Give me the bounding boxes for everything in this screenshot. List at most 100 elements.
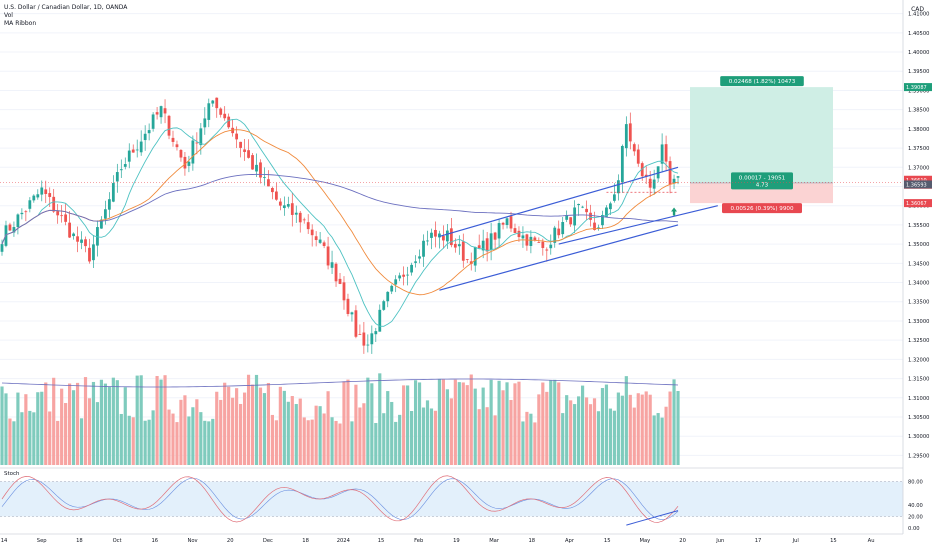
price-tick-label: 1.34000 [908,281,929,287]
volume-bar [95,402,100,465]
volume-bar [111,377,115,465]
candle-body [338,278,342,284]
candle-body [541,241,545,248]
volume-bar [227,386,231,465]
volume-indicator-label[interactable]: Vol [4,12,13,19]
candle-body [386,291,390,302]
volume-bar [334,420,338,465]
stoch-tick-label: 40.00 [908,503,923,509]
volume-bar [71,390,76,465]
price-tick-label: 1.31500 [908,377,929,383]
candle-body [589,212,592,220]
candle-body [434,229,437,237]
volume-bar [429,408,434,465]
candle-body [453,243,457,248]
candle-body [0,244,4,252]
candle-body [549,244,553,249]
candle-body [334,263,338,282]
volume-bar [215,391,219,465]
candle-body [274,191,278,200]
volume-bar [262,393,267,465]
volume-bar [358,407,362,465]
volume-bar [167,409,171,465]
volume-bar [16,392,20,465]
volume-bar [477,409,481,465]
candle-body [445,230,449,242]
candle-body [473,246,477,266]
volume-bar [521,421,525,465]
candle-body [640,163,644,177]
candle-body [223,113,227,119]
volume-bar [342,381,346,465]
candle-body [259,162,262,178]
volume-bar [79,418,84,465]
candle-body [48,193,52,197]
candle-body [605,207,608,217]
volume-bar [525,411,529,465]
candle-body [251,155,254,170]
candle-body [613,194,616,201]
volume-bar [68,383,72,465]
candle-body [573,207,577,226]
volume-bar [270,414,274,465]
candle-body [374,331,378,335]
volume-bar [187,416,191,465]
candle-body [628,123,632,142]
candle-body [652,179,656,189]
candle-body [294,212,298,215]
currency-label: CAD [911,6,924,13]
volume-bar [457,382,461,465]
volume-bar [183,395,187,465]
candle-body [497,223,501,239]
trend-channel-drawings [439,166,718,291]
volume-bar [139,375,143,465]
candle-body [119,169,123,171]
candle-body [183,156,187,169]
ma-ribbon-indicator-label[interactable]: MA Ribbon [4,20,37,27]
volume-bar [573,404,577,465]
volume-bar [656,413,660,465]
price-tick-label: 1.32500 [908,338,929,344]
candle-body [358,334,362,335]
stop-zone [690,182,833,204]
volume-bar [398,414,402,465]
volume-bar [322,413,326,465]
volume-bar [103,383,107,465]
symbol-title[interactable]: U.S. Dollar / Canadian Dollar, 1D, OANDA [4,4,128,11]
candle-body [521,235,525,239]
support-trendline [558,205,718,245]
volume-bar [402,385,406,465]
price-tick-label: 1.41000 [908,12,929,18]
volume-bar [258,387,263,465]
candle-body [175,144,179,148]
candle-body [167,115,171,136]
time-tick-label: Jul [792,538,799,544]
candle-body [147,130,151,134]
candle-body [410,264,413,273]
volume-bar [569,400,573,465]
candle-body [227,116,231,128]
time-tick-label: 15 [830,538,837,544]
candle-body [517,230,521,238]
candle-body [430,232,433,238]
candle-body [107,199,111,210]
volume-ma-line [1,378,679,388]
price-tick-label: 1.38500 [908,108,929,114]
candle-body [668,161,672,185]
candle-body [92,244,95,261]
volume-bar [640,394,644,465]
candle-body [485,238,489,252]
volume-bar [509,399,513,465]
volume-bar [485,407,489,465]
time-tick-label: 14 [1,538,8,544]
long-position-tool: 0.02468 (1.82%) 10473 0.00017 - 190514.73… [690,76,833,214]
candle-body [68,222,71,238]
candle-body [40,187,44,195]
volume-bar [151,410,155,465]
volume-bar [545,391,549,465]
time-tick-label: Au [868,538,875,544]
volume-bar [171,413,175,465]
volume-bar [286,401,290,465]
volume-bar [231,397,235,465]
